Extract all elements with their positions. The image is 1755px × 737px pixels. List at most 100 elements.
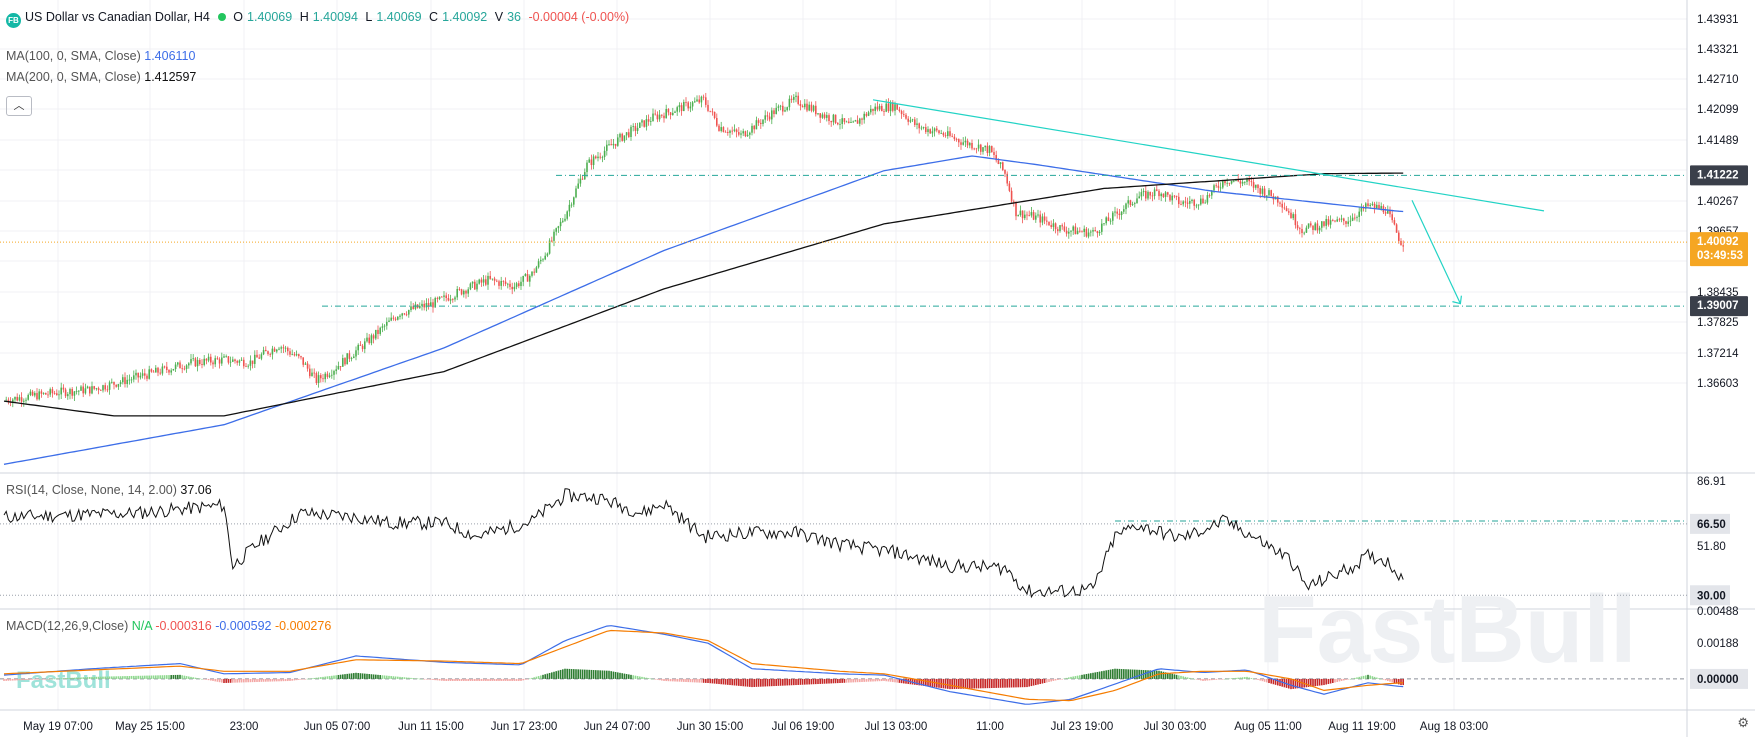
macd-histogram-bar [432,678,434,680]
candle-body [810,104,813,111]
candle [709,110,711,113]
candle [700,95,703,108]
candle [1171,192,1173,205]
macd-histogram-bar [1312,678,1314,687]
candle [678,102,681,113]
candle-body [174,364,177,370]
macd-histogram-bar [124,676,126,679]
candle-body [685,101,687,103]
candle-body [553,231,555,241]
candle-body [962,142,964,145]
macd-histogram-bar [405,677,408,679]
macd-histogram-bar [874,678,876,682]
candle [460,288,463,296]
candle-body [69,389,71,395]
settings-gear-icon[interactable]: ⚙ [1737,715,1749,730]
candle [304,361,307,365]
candle-body [192,358,194,360]
candle-body [1120,211,1123,216]
candle-body [320,375,322,379]
ma200-legend[interactable]: MA(200, 0, SMA, Close) 1.412597 [6,70,196,84]
collapse-legend-button[interactable]: ︿ [6,96,32,116]
candle [788,95,791,111]
candle-body [1380,206,1382,209]
macd-histogram-bar [157,675,159,679]
macd-histogram-bar [694,678,696,683]
candle-body [905,114,907,119]
macd-histogram-bar [67,678,69,679]
macd-histogram-bar [1131,669,1134,679]
candle-body [421,303,423,306]
macd-histogram-bar [245,678,247,683]
candle-body [856,120,859,124]
ma100-legend[interactable]: MA(100, 0, SMA, Close) 1.406110 [6,49,195,63]
candle-body [346,353,348,365]
candle [199,358,201,366]
candle-body [729,130,731,133]
macd-histogram-bar [166,675,168,679]
macd-histogram-bar [493,678,496,681]
candle-body [45,392,47,395]
macd-histogram-bar [1043,678,1046,684]
macd-histogram-bar [799,678,802,685]
rsi-legend[interactable]: RSI(14, Close, None, 14, 2.00) 37.06 [6,483,212,497]
candle [478,278,480,285]
macd-histogram-bar [36,678,38,680]
macd-histogram-bar [680,678,683,682]
macd-histogram-bar [460,678,463,681]
candle-body [720,127,722,131]
candle-body [236,361,238,363]
candle [612,138,615,149]
candle [1351,213,1354,222]
macd-histogram-bar [1035,678,1037,686]
macd-histogram-bar [537,676,540,679]
candle-body [218,359,221,364]
candle [1343,217,1345,226]
macd-histogram-bar [1180,675,1182,679]
candle-body [221,357,223,364]
candle-body [205,358,208,361]
macd-histogram-bar [1362,675,1365,679]
candle [619,132,621,143]
macd-histogram-bar [786,678,788,686]
candle-body [463,290,465,295]
candle [212,360,214,369]
candle-body [1189,201,1191,204]
candle [192,354,194,362]
candle [964,136,967,147]
candle [1371,201,1374,207]
candle-body [1255,184,1257,188]
candle [1349,215,1352,227]
macd-legend[interactable]: MACD(12,26,9,Close) N/A -0.000316 -0.000… [6,619,331,633]
macd-histogram-bar [810,678,813,685]
candle [1105,216,1107,226]
candle-body [1054,223,1057,230]
candle [1030,206,1033,218]
candle-body [1142,190,1145,193]
macd-histogram-bar [859,678,861,683]
macd-histogram-bar [1332,678,1334,684]
macd-histogram-bar [1050,678,1052,682]
candle [876,101,879,112]
candle [1024,210,1026,221]
candle-body [1145,190,1147,199]
candle [931,126,934,138]
candle [293,351,296,357]
time-axis-label: Jun 30 15:00 [677,721,744,733]
candle [507,282,509,289]
candle [1127,195,1129,208]
macd-histogram-bar [918,678,920,686]
candle [1303,231,1305,236]
candle-body [960,142,962,145]
macd-histogram-bar [271,678,274,682]
candle-body [458,289,461,290]
macd-histogram-bar [1206,678,1209,681]
candle-body [1327,218,1330,225]
candle [350,356,353,362]
last-price-badge-bg [1690,232,1748,267]
macd-histogram-bar [280,678,282,682]
candle-body [581,178,584,180]
candle-body [302,357,304,365]
macd-histogram-bar [3,678,5,681]
